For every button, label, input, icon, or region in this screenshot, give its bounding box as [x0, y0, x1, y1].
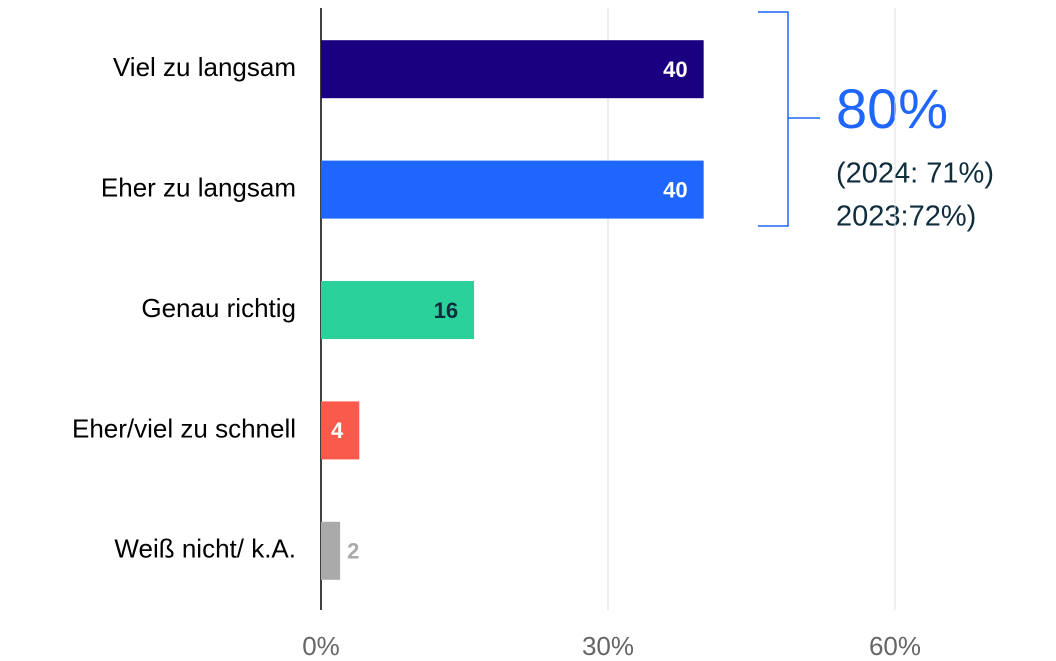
bar: [321, 160, 704, 219]
annotation-headline: 80%: [836, 77, 948, 140]
value-label: 16: [434, 298, 458, 323]
x-tick-label: 0%: [302, 631, 340, 661]
annotation-line: (2024: 71%): [836, 158, 994, 190]
y-tick-label: Genau richtig: [141, 293, 296, 323]
value-label: 4: [331, 418, 344, 443]
annotation-line: 2023:72%): [836, 201, 976, 233]
bar: [321, 40, 704, 99]
bracket: [758, 11, 820, 227]
bar: [321, 521, 341, 580]
y-tick-label: Weiß nicht/ k.A.: [114, 534, 296, 564]
bar: [321, 401, 360, 460]
y-tick-label: Eher/viel zu schnell: [72, 413, 296, 443]
value-label: 2: [347, 539, 359, 564]
x-tick-label: 60%: [869, 631, 921, 661]
y-tick-label: Viel zu langsam: [113, 52, 296, 82]
value-label: 40: [663, 177, 687, 202]
bar: [321, 281, 475, 339]
x-tick-label: 30%: [582, 631, 634, 661]
value-label: 40: [663, 57, 687, 82]
y-tick-label: Eher zu langsam: [101, 172, 296, 202]
